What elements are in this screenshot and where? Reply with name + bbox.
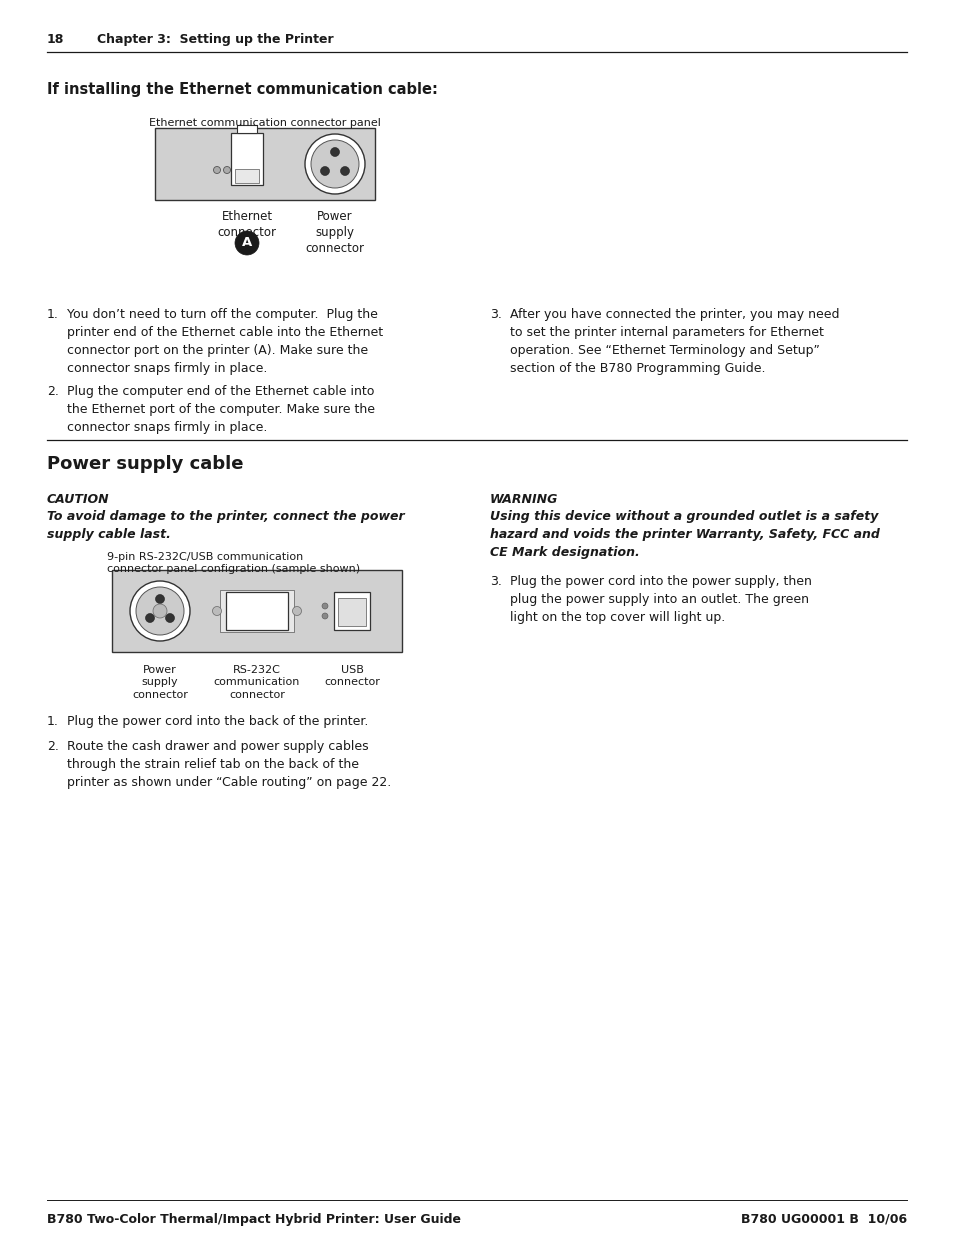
Bar (234, 169, 258, 183)
Text: Ethernet communication connector panel: Ethernet communication connector panel (149, 119, 380, 128)
Text: Power
supply
connector: Power supply connector (305, 210, 364, 254)
Text: B780 UG00001 B  10/06: B780 UG00001 B 10/06 (740, 1213, 906, 1226)
Circle shape (239, 614, 245, 620)
Text: 9-pin RS-232C/USB communication
connector panel configration (sample shown): 9-pin RS-232C/USB communication connecto… (107, 552, 359, 574)
Circle shape (249, 614, 254, 620)
Bar (236, 125, 256, 133)
Circle shape (274, 598, 280, 604)
Circle shape (305, 135, 365, 194)
Text: WARNING: WARNING (490, 493, 558, 506)
Circle shape (165, 614, 174, 622)
Text: If installing the Ethernet communication cable:: If installing the Ethernet communication… (47, 82, 437, 98)
Circle shape (146, 614, 154, 622)
Circle shape (155, 594, 164, 604)
Bar (112, 571, 401, 652)
Text: 3.: 3. (490, 576, 501, 588)
Circle shape (320, 167, 329, 175)
Bar (226, 592, 288, 630)
Text: 2.: 2. (47, 740, 59, 753)
Text: 1.: 1. (47, 308, 59, 321)
Text: Route the cash drawer and power supply cables
through the strain relief tab on t: Route the cash drawer and power supply c… (67, 740, 391, 789)
Text: CAUTION: CAUTION (47, 493, 110, 506)
Bar (220, 590, 294, 632)
Text: Power
supply
connector: Power supply connector (132, 664, 188, 700)
Circle shape (330, 147, 339, 157)
Text: To avoid damage to the printer, connect the power
supply cable last.: To avoid damage to the printer, connect … (47, 510, 404, 541)
Text: Using this device without a grounded outlet is a safety
hazard and voids the pri: Using this device without a grounded out… (490, 510, 879, 559)
Bar (231, 133, 263, 185)
Circle shape (322, 603, 328, 609)
Circle shape (213, 167, 220, 173)
Circle shape (269, 614, 274, 620)
Text: 2.: 2. (47, 385, 59, 398)
Circle shape (253, 598, 260, 604)
Text: Plug the computer end of the Ethernet cable into
the Ethernet port of the comput: Plug the computer end of the Ethernet ca… (67, 385, 375, 433)
Text: Plug the power cord into the back of the printer.: Plug the power cord into the back of the… (67, 715, 368, 727)
Circle shape (152, 604, 167, 618)
Text: B780 Two-Color Thermal/Impact Hybrid Printer: User Guide: B780 Two-Color Thermal/Impact Hybrid Pri… (47, 1213, 460, 1226)
Circle shape (264, 598, 270, 604)
Text: 1.: 1. (47, 715, 59, 727)
Circle shape (136, 587, 184, 635)
Circle shape (223, 167, 231, 173)
Circle shape (293, 606, 301, 615)
Circle shape (340, 167, 349, 175)
Circle shape (233, 598, 240, 604)
Circle shape (213, 606, 221, 615)
Bar (334, 592, 370, 630)
Text: A: A (242, 236, 252, 249)
Bar (337, 598, 366, 626)
Text: Power supply cable: Power supply cable (47, 454, 243, 473)
Text: Chapter 3:  Setting up the Printer: Chapter 3: Setting up the Printer (97, 33, 334, 46)
Circle shape (244, 598, 250, 604)
Text: Plug the power cord into the power supply, then
plug the power supply into an ou: Plug the power cord into the power suppl… (510, 576, 811, 624)
Text: After you have connected the printer, you may need
to set the printer internal p: After you have connected the printer, yo… (510, 308, 839, 375)
Circle shape (322, 613, 328, 619)
Text: 18: 18 (47, 33, 64, 46)
Text: 3.: 3. (490, 308, 501, 321)
Circle shape (234, 231, 258, 254)
Bar (154, 128, 375, 200)
Circle shape (311, 140, 358, 188)
Text: RS-232C
communication
connector: RS-232C communication connector (213, 664, 300, 700)
Text: USB
connector: USB connector (324, 664, 379, 688)
Circle shape (130, 580, 190, 641)
Text: You don’t need to turn off the computer.  Plug the
printer end of the Ethernet c: You don’t need to turn off the computer.… (67, 308, 383, 375)
Circle shape (258, 614, 265, 620)
Text: Ethernet
connector: Ethernet connector (217, 210, 276, 240)
